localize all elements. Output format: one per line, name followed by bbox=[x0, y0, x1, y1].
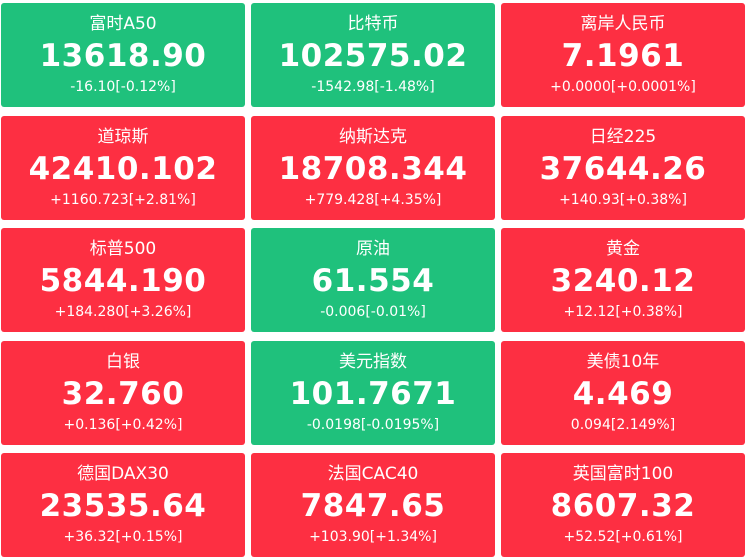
quote-card-ftse-100[interactable]: 英国富时100 8607.32 +52.52[+0.61%] bbox=[501, 453, 745, 557]
quote-price: 18708.344 bbox=[278, 150, 468, 187]
market-quotes-grid: 富时A50 13618.90 -16.10[-0.12%] 比特币 102575… bbox=[1, 3, 745, 557]
quote-price: 23535.64 bbox=[39, 488, 207, 524]
quote-change: +184.280[+3.26%] bbox=[54, 304, 192, 320]
quote-name: 德国DAX30 bbox=[77, 464, 169, 484]
quote-change: -0.006[-0.01%] bbox=[320, 304, 426, 320]
quote-name: 标普500 bbox=[89, 239, 157, 259]
quote-name: 日经225 bbox=[589, 126, 657, 147]
quote-price: 61.554 bbox=[311, 263, 435, 299]
quote-name: 法国CAC40 bbox=[327, 464, 419, 484]
quote-price: 3240.12 bbox=[550, 263, 696, 299]
quote-card-silver[interactable]: 白银 32.760 +0.136[+0.42%] bbox=[1, 340, 245, 445]
quote-change: +0.136[+0.42%] bbox=[63, 416, 183, 433]
quote-change: +52.52[+0.61%] bbox=[563, 529, 683, 545]
quote-price: 7847.65 bbox=[300, 488, 446, 524]
quote-name: 比特币 bbox=[347, 14, 399, 34]
quote-name: 原油 bbox=[356, 239, 390, 259]
quote-card-us-10y-treasury[interactable]: 美债10年 4.469 0.094[2.149%] bbox=[501, 340, 745, 445]
quote-price: 7.1961 bbox=[561, 38, 685, 74]
quote-name: 美元指数 bbox=[339, 351, 407, 372]
quote-card-gold[interactable]: 黄金 3240.12 +12.12[+0.38%] bbox=[501, 228, 745, 332]
quote-change: +140.93[+0.38%] bbox=[559, 191, 687, 208]
quote-card-crude-oil[interactable]: 原油 61.554 -0.006[-0.01%] bbox=[251, 228, 495, 332]
quote-name: 黄金 bbox=[606, 239, 640, 259]
quote-card-dollar-index[interactable]: 美元指数 101.7671 -0.0198[-0.0195%] bbox=[251, 340, 495, 445]
quote-price: 42410.102 bbox=[28, 150, 218, 187]
quote-price: 102575.02 bbox=[278, 38, 468, 74]
quote-name: 离岸人民币 bbox=[580, 14, 666, 34]
quote-name: 道琼斯 bbox=[97, 126, 149, 147]
quote-price: 101.7671 bbox=[289, 375, 457, 412]
quote-card-sp500[interactable]: 标普500 5844.190 +184.280[+3.26%] bbox=[1, 228, 245, 332]
quote-change: +0.0000[+0.0001%] bbox=[550, 79, 696, 95]
quote-name: 富时A50 bbox=[89, 14, 157, 34]
quote-change: +103.90[+1.34%] bbox=[309, 529, 437, 545]
quote-change: -16.10[-0.12%] bbox=[70, 79, 176, 95]
quote-change: +779.428[+4.35%] bbox=[304, 191, 442, 208]
quote-name: 英国富时100 bbox=[572, 464, 674, 484]
quote-price: 4.469 bbox=[572, 375, 674, 412]
quote-change: 0.094[2.149%] bbox=[570, 416, 676, 433]
quote-name: 白银 bbox=[106, 351, 140, 372]
quote-price: 5844.190 bbox=[39, 263, 207, 299]
quote-card-offshore-cny[interactable]: 离岸人民币 7.1961 +0.0000[+0.0001%] bbox=[501, 3, 745, 107]
quote-card-dax30[interactable]: 德国DAX30 23535.64 +36.32[+0.15%] bbox=[1, 453, 245, 557]
quote-change: +1160.723[+2.81%] bbox=[50, 191, 196, 208]
quote-change: +12.12[+0.38%] bbox=[563, 304, 683, 320]
quote-price: 32.760 bbox=[61, 375, 185, 412]
quote-change: +36.32[+0.15%] bbox=[63, 529, 183, 545]
quote-name: 美债10年 bbox=[586, 351, 660, 372]
quote-card-nasdaq[interactable]: 纳斯达克 18708.344 +779.428[+4.35%] bbox=[251, 115, 495, 220]
quote-card-bitcoin[interactable]: 比特币 102575.02 -1542.98[-1.48%] bbox=[251, 3, 495, 107]
quote-price: 13618.90 bbox=[39, 38, 207, 74]
quote-card-dow-jones[interactable]: 道琼斯 42410.102 +1160.723[+2.81%] bbox=[1, 115, 245, 220]
quote-price: 37644.26 bbox=[539, 150, 707, 187]
quote-card-ftse-a50[interactable]: 富时A50 13618.90 -16.10[-0.12%] bbox=[1, 3, 245, 107]
quote-change: -0.0198[-0.0195%] bbox=[306, 416, 440, 433]
quote-card-cac40[interactable]: 法国CAC40 7847.65 +103.90[+1.34%] bbox=[251, 453, 495, 557]
quote-card-nikkei-225[interactable]: 日经225 37644.26 +140.93[+0.38%] bbox=[501, 115, 745, 220]
quote-change: -1542.98[-1.48%] bbox=[311, 79, 435, 95]
quote-price: 8607.32 bbox=[550, 488, 696, 524]
quote-name: 纳斯达克 bbox=[339, 126, 407, 147]
